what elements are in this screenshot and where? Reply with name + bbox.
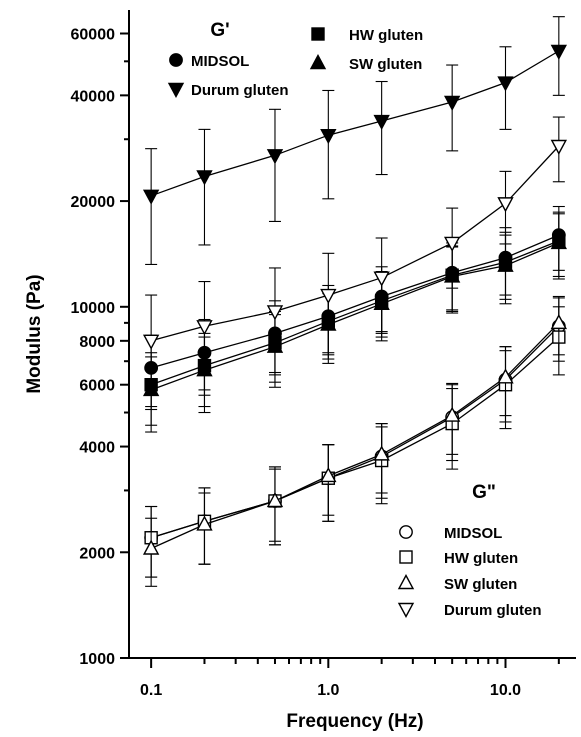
data-point (320, 288, 337, 305)
data-point (266, 491, 284, 508)
data-point (320, 129, 337, 145)
legend-entry-g-prime-durum-gluten (167, 82, 185, 98)
data-point (497, 368, 514, 384)
legend-marker (311, 27, 325, 41)
legend-g-prime: G' MIDSOL HW gluten SW gluten Durum glut… (167, 20, 423, 99)
y-tick-label: 10000 (71, 300, 116, 317)
data-point (550, 233, 568, 250)
series-line (150, 240, 560, 386)
x-axis-title: Frequency (Hz) (286, 711, 423, 732)
y-tick-label: 20000 (71, 194, 116, 211)
y-tick-label: 4000 (79, 440, 115, 457)
series-layer (142, 16, 568, 587)
legend-marker (397, 602, 415, 618)
data-point (550, 139, 568, 155)
data-point (196, 320, 213, 336)
data-point (142, 539, 160, 555)
data-point (443, 95, 461, 111)
data-point (196, 170, 213, 186)
data-point (497, 76, 514, 92)
legend-label-g-prime-midsol: MIDSOL (191, 53, 249, 70)
legend-label-g-prime-sw-gluten: SW gluten (349, 56, 422, 73)
y-tick-label: 2000 (79, 545, 115, 562)
legend-marker (169, 53, 183, 67)
data-point (266, 305, 284, 321)
legend-label-g-double-prime-hw-gluten: HW gluten (444, 550, 518, 567)
data-point (497, 197, 514, 213)
y-tick-label: 1000 (79, 651, 115, 668)
data-point (142, 334, 160, 350)
data-point (142, 189, 160, 205)
data-point (550, 313, 568, 330)
legend-entry-g-prime-sw-gluten (309, 54, 327, 70)
legend-label-g-double-prime-durum-gluten: Durum gluten (444, 602, 542, 619)
series-line (150, 336, 560, 539)
y-tick-label: 8000 (79, 334, 115, 351)
series-line (150, 234, 560, 369)
x-tick-label: 0.1 (140, 682, 162, 699)
series-line (150, 325, 560, 539)
legend-label-g-double-prime-midsol: MIDSOL (444, 525, 502, 542)
legend-marker (309, 54, 327, 70)
data-point (373, 271, 390, 287)
data-point (196, 515, 213, 531)
legend-marker (167, 82, 185, 98)
series-line (150, 242, 560, 391)
data-point (320, 466, 337, 483)
x-axis-ticks: 0.1 1.0 10.0 (140, 658, 560, 699)
y-axis-ticks: 1000 2000 4000 6000 8000 10000 20000 40000 60000 (71, 27, 129, 668)
y-tick-label: 40000 (71, 88, 116, 105)
legend-label-g-double-prime-sw-gluten: SW gluten (444, 576, 517, 593)
y-tick-label: 60000 (71, 27, 116, 44)
data-point (550, 44, 568, 60)
legend-marker (399, 525, 413, 539)
data-point (373, 114, 390, 131)
legend-title-g-prime: G' (210, 20, 229, 41)
data-point (373, 445, 390, 461)
legend-entry-g-prime-hw-gluten (311, 27, 325, 41)
x-tick-label: 10.0 (490, 682, 521, 699)
legend-entry-g-double-prime-hw-gluten (399, 550, 413, 564)
legend-marker (397, 574, 415, 590)
x-tick-label: 1.0 (317, 682, 339, 699)
data-point (443, 406, 461, 422)
series-g-double-prime-durum-gluten (142, 116, 568, 408)
legend-entry-g-prime-midsol (169, 53, 183, 67)
data-point (497, 256, 514, 272)
data-point (266, 149, 284, 165)
data-point (443, 236, 461, 252)
legend-entry-g-double-prime-midsol (399, 525, 413, 539)
legend-label-g-prime-durum-gluten: Durum gluten (191, 82, 289, 99)
y-axis-title: Modulus (Pa) (24, 274, 45, 393)
series-g-prime-durum-gluten (142, 16, 568, 266)
y-tick-label: 6000 (79, 378, 115, 395)
legend-label-g-prime-hw-gluten: HW gluten (349, 27, 423, 44)
series-line (150, 50, 560, 197)
legend-entry-g-double-prime-sw-gluten (397, 574, 415, 590)
legend-g-double-prime: G" MIDSOL HW gluten SW gluten Durum glut… (397, 482, 542, 619)
legend-entry-g-double-prime-durum-gluten (397, 602, 415, 618)
legend-title-g-double-prime: G" (472, 482, 496, 503)
series-line (150, 322, 560, 550)
legend-marker (399, 550, 413, 564)
series-line (150, 145, 560, 342)
series-g-double-prime-sw-gluten (142, 295, 568, 587)
